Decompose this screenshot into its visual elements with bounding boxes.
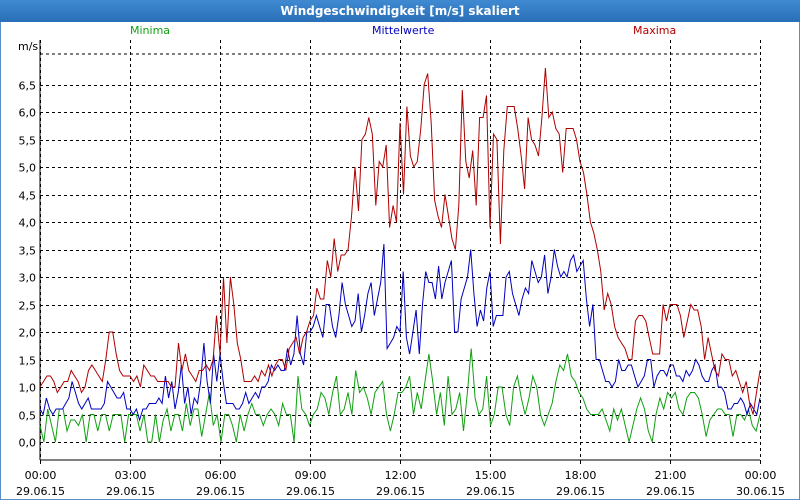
- y-tick-label: 2,5: [19, 300, 37, 313]
- x-tick-time: 18:00: [565, 469, 597, 482]
- legend-mittelwerte: Mittelwerte: [372, 24, 435, 37]
- x-tick-time: 00:00: [745, 469, 777, 482]
- x-tick-date: 29.06.15: [556, 485, 605, 498]
- x-tick-time: 09:00: [295, 469, 327, 482]
- y-tick-label: 6,5: [19, 80, 37, 93]
- chart-title: Windgeschwindigkeit [m/s] skaliert: [0, 0, 800, 22]
- x-tick-time: 06:00: [205, 469, 237, 482]
- x-tick-date: 29.06.15: [466, 485, 515, 498]
- series-line-mittelwerte: [39, 243, 761, 422]
- x-tick-date: 29.06.15: [286, 485, 335, 498]
- y-tick-label: 6,0: [19, 107, 37, 120]
- x-tick-time: 00:00: [25, 469, 57, 482]
- y-tick-label: 2,0: [19, 327, 37, 340]
- y-tick-label: 1,0: [19, 382, 37, 395]
- y-tick-label: 3,5: [19, 245, 37, 258]
- y-tick-label: 4,5: [19, 190, 37, 203]
- x-tick-time: 12:00: [385, 469, 417, 482]
- legend-maxima: Maxima: [633, 24, 677, 37]
- series-line-minima: [39, 348, 761, 443]
- series-line-maxima: [39, 67, 761, 415]
- x-tick-time: 03:00: [115, 469, 147, 482]
- x-tick-date: 29.06.15: [646, 485, 695, 498]
- y-tick-label: 1,5: [19, 355, 37, 368]
- legend-minima: Minima: [130, 24, 171, 37]
- y-axis-unit: m/s: [18, 40, 39, 53]
- x-tick-date: 29.06.15: [376, 485, 425, 498]
- x-tick-date: 29.06.15: [196, 485, 245, 498]
- y-tick-label: 0,5: [19, 410, 37, 423]
- y-tick-label: 0,0: [19, 437, 37, 450]
- x-tick-time: 21:00: [655, 469, 687, 482]
- x-tick-date: 29.06.15: [16, 485, 65, 498]
- x-tick-time: 15:00: [475, 469, 507, 482]
- y-tick-label: 4,0: [19, 217, 37, 230]
- x-tick-date: 29.06.15: [106, 485, 155, 498]
- y-tick-label: 5,5: [19, 135, 37, 148]
- y-tick-label: 3,0: [19, 272, 37, 285]
- x-tick-date: 30.06.15: [736, 485, 785, 498]
- y-tick-label: 5,0: [19, 162, 37, 175]
